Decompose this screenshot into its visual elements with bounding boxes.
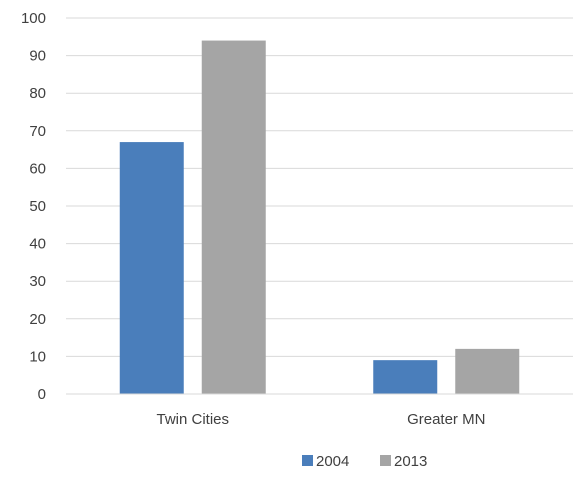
y-tick-label: 60 (29, 160, 46, 177)
legend-swatch-2004 (302, 455, 313, 466)
bars (119, 40, 520, 395)
y-tick-label: 100 (21, 10, 46, 27)
x-category-label: Twin Cities (156, 411, 229, 428)
legend-swatch-2013 (380, 455, 391, 466)
y-tick-label: 40 (29, 236, 46, 253)
x-category-label: Greater MN (407, 411, 485, 428)
y-tick-label: 90 (29, 48, 46, 65)
y-axis-tick-labels: 0 10 20 30 40 50 60 70 80 90 100 (21, 10, 46, 403)
bar-2004-twin-cities (119, 142, 184, 394)
x-axis-category-labels: Twin Cities Greater MN (156, 411, 485, 428)
legend: 2004 2013 (302, 453, 427, 470)
bar-2004-greater-mn (373, 360, 438, 394)
bar-2013-greater-mn (455, 348, 520, 394)
y-tick-label: 70 (29, 123, 46, 140)
y-tick-label: 0 (38, 386, 46, 403)
y-tick-label: 20 (29, 311, 46, 328)
y-tick-label: 80 (29, 85, 46, 102)
y-tick-label: 50 (29, 198, 46, 215)
y-tick-label: 30 (29, 273, 46, 290)
legend-label-2013: 2013 (394, 453, 427, 470)
y-tick-label: 10 (29, 348, 46, 365)
bar-2013-twin-cities (201, 40, 266, 395)
legend-label-2004: 2004 (316, 453, 349, 470)
